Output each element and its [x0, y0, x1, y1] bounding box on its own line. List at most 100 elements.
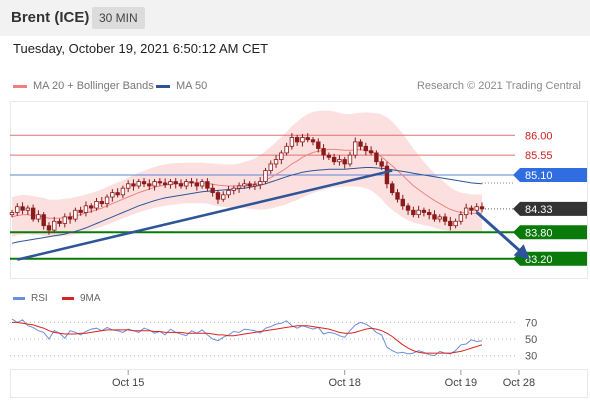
rsi-legend: RSI [13, 293, 48, 304]
ma50-line [11, 167, 483, 244]
candle-down [421, 209, 427, 213]
candle-down [379, 161, 384, 167]
candle-down [30, 207, 36, 220]
candle-up [52, 220, 57, 231]
candle-up [437, 216, 442, 220]
candle-down [390, 183, 395, 194]
candle-down [115, 192, 120, 196]
candle-up [120, 187, 126, 196]
candle-up [263, 170, 268, 182]
resistance-label: 85.55 [525, 150, 553, 162]
candle-up [474, 206, 479, 211]
support-tag [513, 251, 587, 266]
rsi-legend-label: RSI [31, 293, 48, 304]
candle-down [426, 212, 432, 216]
candle-down [189, 181, 194, 184]
ma20-legend: MA 20 + Bollinger Bands [13, 80, 154, 92]
ma50-legend: MA 50 [156, 80, 207, 92]
x-tick-label: Oct 19 [445, 377, 477, 389]
pivot-label: 85.10 [525, 170, 553, 182]
candle-down [141, 181, 147, 185]
candle-down [67, 216, 73, 220]
candle-down [46, 225, 52, 231]
candle-up [458, 214, 464, 222]
candle-down [205, 181, 210, 189]
candle-up [136, 181, 141, 187]
candle-down [194, 182, 200, 187]
support-tag [513, 225, 587, 240]
candle-down [331, 156, 337, 163]
candle-down [162, 182, 168, 186]
x-tick-label: Oct 15 [112, 377, 144, 389]
candle-up [104, 196, 110, 205]
rsi-ma-legend-label: 9MA [80, 293, 101, 304]
candle-down [395, 192, 400, 200]
current-price-tag [513, 201, 587, 216]
candle-down [405, 205, 411, 211]
candle-up [347, 154, 353, 165]
candle-up [221, 194, 226, 200]
instrument-title: Brent (ICE) [11, 9, 90, 26]
timeframe-button[interactable]: 30 MIN [92, 7, 145, 29]
candle-down [411, 209, 416, 216]
candle-up [73, 209, 78, 220]
candle-up [242, 183, 247, 187]
candle-down [57, 220, 62, 224]
candle-up [236, 185, 242, 189]
candle-down [147, 183, 152, 187]
candle-down [384, 165, 390, 185]
candle-up [463, 207, 469, 216]
candle-up [168, 181, 173, 186]
ma50-swatch [156, 84, 170, 88]
candle-down [448, 220, 453, 227]
price-panel: 86.00 85.55 85.10 84.33 83.80 83.20 [9, 101, 588, 279]
ma20-line [11, 148, 482, 219]
rsi-panel: 70 50 30 Oct 15 Oct 18 Oct 19 Oct 28 [10, 317, 588, 398]
candle-down [89, 205, 94, 209]
candle-up [289, 137, 295, 147]
ma20-legend-label: MA 20 + Bollinger Bands [33, 80, 154, 92]
candle-up [199, 181, 205, 187]
bollinger-band [12, 110, 482, 237]
candle-down [479, 206, 485, 210]
x-tick-label: Oct 28 [503, 377, 535, 389]
candle-down [316, 141, 321, 149]
candle-up [15, 206, 20, 213]
candle-down [469, 207, 474, 211]
candle-down [326, 154, 332, 158]
trend-support-line [16, 169, 393, 261]
candle-down [157, 181, 163, 184]
support-label: 83.20 [525, 254, 553, 266]
rsi-tick-label: 30 [525, 351, 537, 363]
candle-down [99, 201, 104, 205]
candle-up [62, 216, 68, 224]
x-tick-label: Oct 18 [328, 377, 360, 389]
candle-up [125, 183, 131, 189]
candle-down [358, 141, 363, 147]
forecast-arrow [475, 211, 530, 260]
candle-up [273, 159, 279, 165]
candle-down [368, 150, 374, 154]
candle-down [41, 214, 46, 227]
candle-up [231, 187, 236, 191]
candle-down [305, 137, 310, 141]
credit-label: Research © 2021 Trading Central [416, 80, 581, 92]
candle-down [321, 148, 326, 156]
candle-up [25, 207, 31, 211]
resistance-label: 86.00 [525, 130, 553, 142]
candle-up [110, 192, 115, 198]
candle-up [300, 137, 305, 143]
axis-frame [10, 369, 588, 398]
candle-up [279, 152, 284, 160]
rsi-ma-line [12, 321, 483, 354]
candle-down [131, 183, 136, 187]
candle-up [83, 205, 89, 213]
candle-up [184, 181, 189, 187]
candle-down [210, 187, 215, 194]
rsi-swatch [13, 296, 25, 300]
candle-up [268, 163, 273, 171]
ma20-swatch [13, 84, 27, 88]
candle-down [363, 145, 369, 152]
current-price-label: 84.33 [525, 204, 553, 216]
price-frame [10, 101, 588, 279]
